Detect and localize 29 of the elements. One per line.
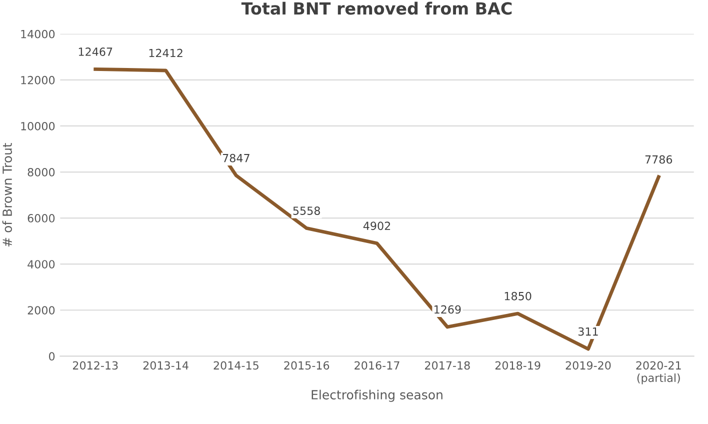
y-axis-title: # of Brown Trout bbox=[2, 142, 12, 246]
data-label: 1850 bbox=[504, 292, 532, 300]
chart-title: Total BNT removed from BAC bbox=[241, 2, 512, 15]
data-label: 12412 bbox=[149, 48, 182, 58]
data-label: 4902 bbox=[363, 222, 390, 230]
x-tick-label: 2014-15 bbox=[214, 361, 258, 370]
x-axis-title: Electrofishing season bbox=[312, 390, 442, 402]
x-tick-label: 2016-17 bbox=[354, 361, 400, 370]
x-tick-label: 2017-18 bbox=[425, 361, 470, 370]
x-tick-label: 2018-19 bbox=[495, 361, 540, 370]
y-tick-label: 2000 bbox=[28, 306, 55, 315]
data-label: 7847 bbox=[222, 154, 250, 162]
x-tick-label: 2012-13 bbox=[72, 361, 118, 370]
y-tick-label: 10000 bbox=[21, 122, 55, 130]
y-tick-label: 6000 bbox=[28, 214, 55, 222]
y-tick-label: 14000 bbox=[21, 30, 55, 38]
y-tick-label: 12000 bbox=[21, 76, 55, 84]
y-tick-label: 0 bbox=[48, 352, 55, 361]
x-tick-label: 2019-20 bbox=[566, 361, 611, 370]
data-label: 311 bbox=[578, 327, 598, 336]
data-label: 12467 bbox=[78, 48, 112, 56]
y-tick-label: 8000 bbox=[28, 168, 55, 176]
y-tick-label: 4000 bbox=[28, 260, 55, 268]
x-tick-label: 2020-21 (partial) bbox=[636, 361, 681, 384]
data-label: 5558 bbox=[293, 206, 320, 215]
x-tick-label: 2013-14 bbox=[143, 361, 188, 370]
data-label: 1269 bbox=[434, 305, 461, 314]
data-label: 7786 bbox=[645, 155, 672, 164]
x-tick-label: 2015-16 bbox=[284, 361, 330, 370]
